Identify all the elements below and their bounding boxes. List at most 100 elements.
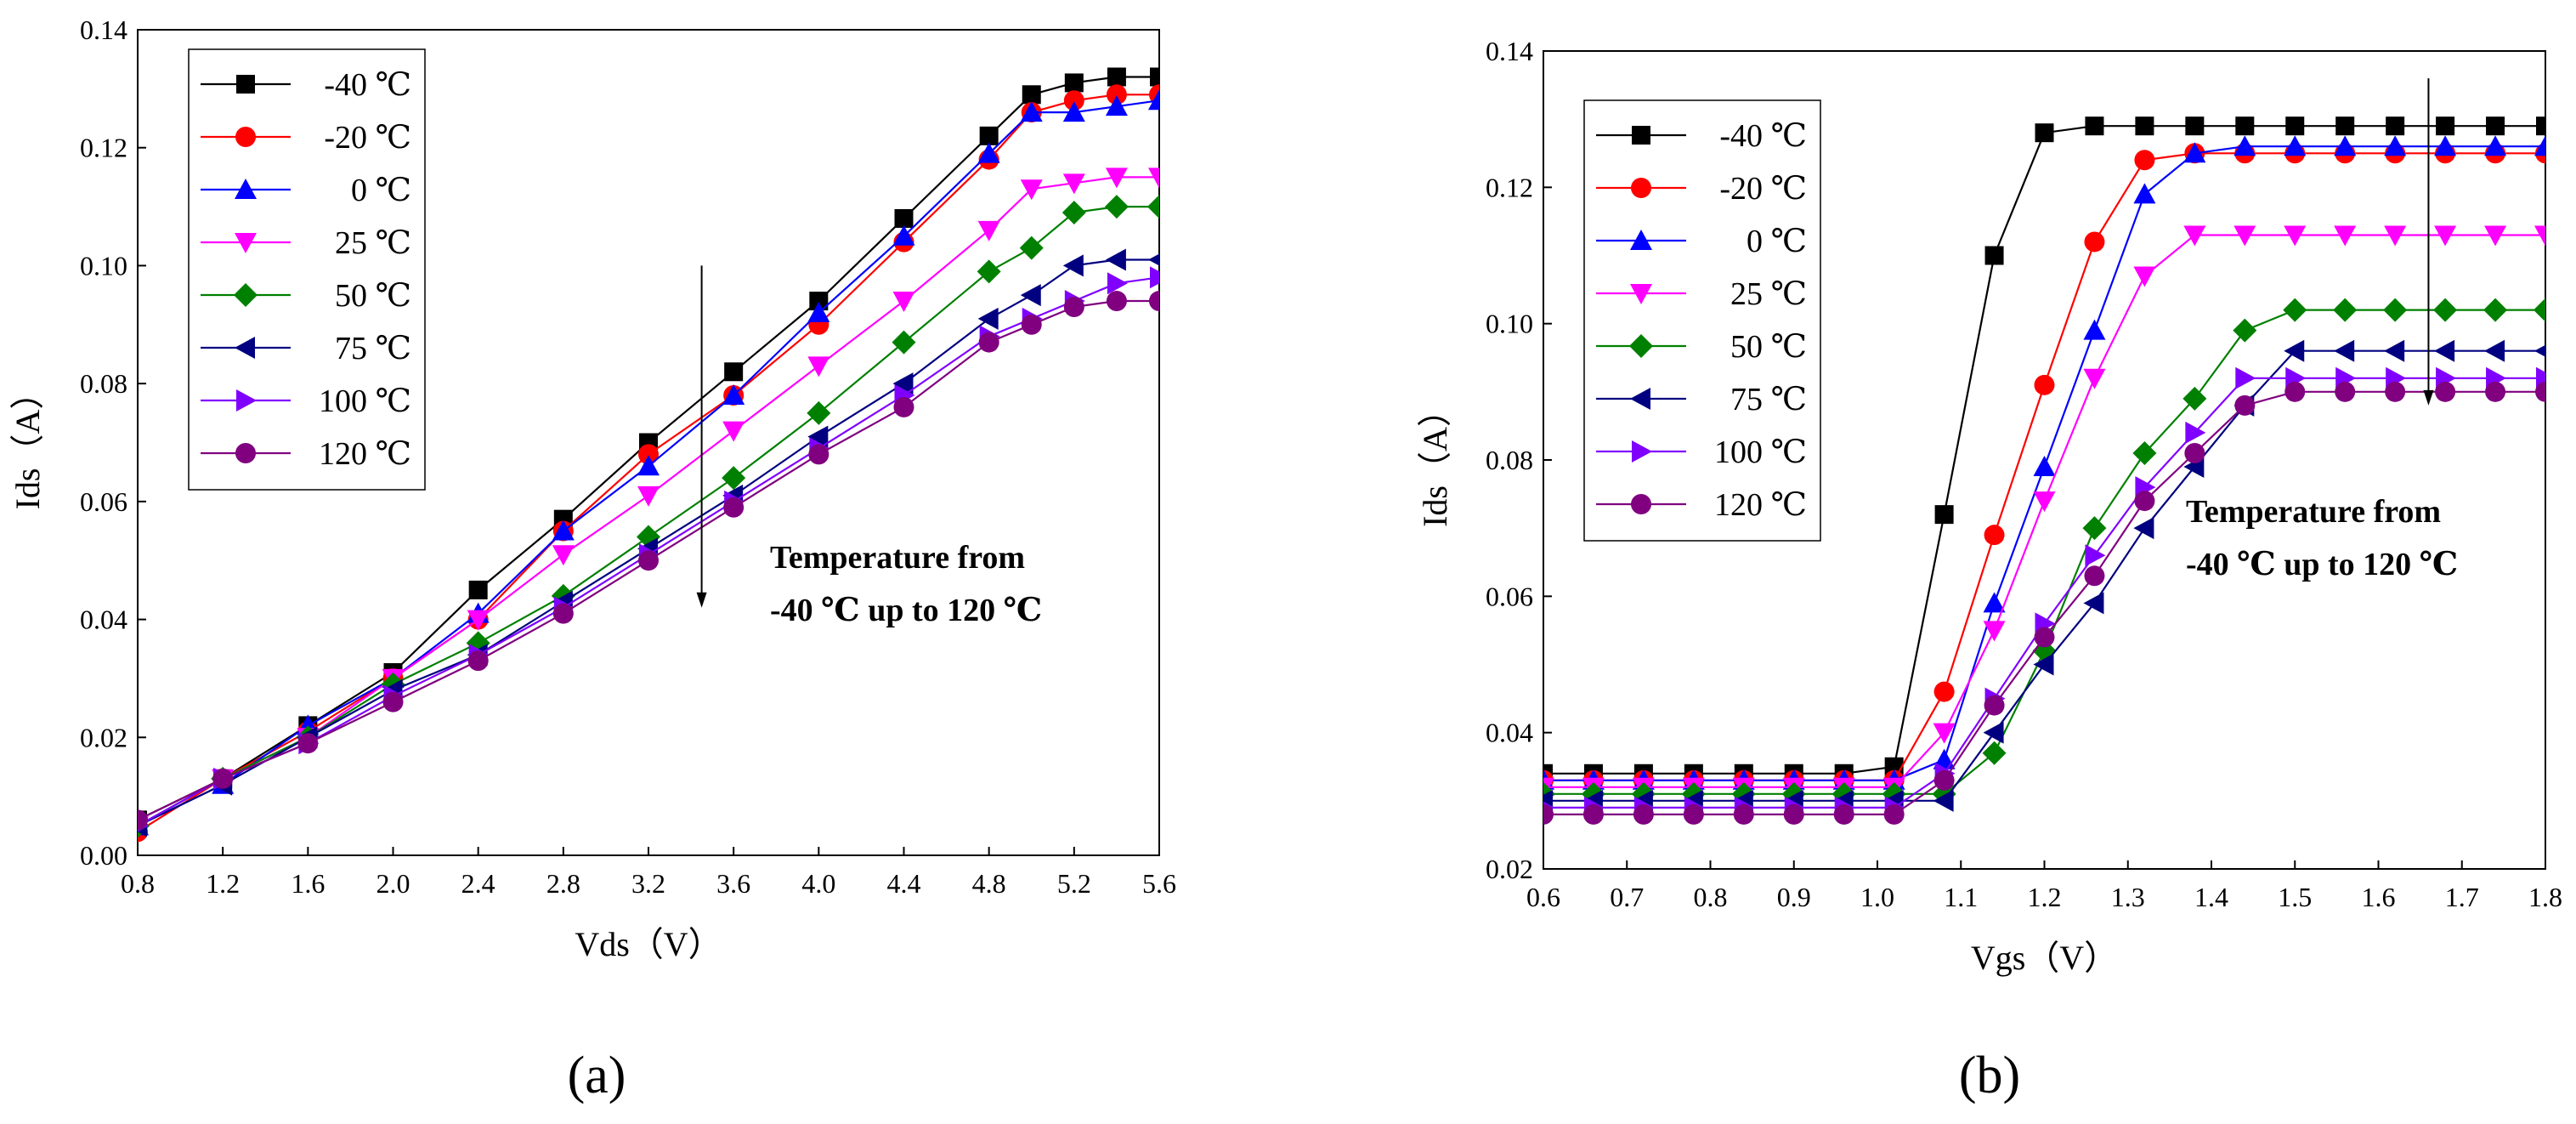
data-point bbox=[723, 497, 744, 518]
data-point bbox=[894, 208, 914, 228]
data-point bbox=[2283, 298, 2307, 322]
legend-label: 25 ℃ bbox=[1730, 276, 1807, 312]
data-point bbox=[1733, 803, 1754, 825]
data-point bbox=[1934, 505, 1954, 525]
x-tick-label: 2.0 bbox=[376, 868, 410, 899]
data-point bbox=[808, 444, 829, 465]
x-tick-label: 2.8 bbox=[546, 868, 580, 899]
data-point bbox=[2183, 386, 2207, 411]
data-point bbox=[297, 733, 319, 754]
data-point bbox=[467, 610, 490, 631]
legend-label: 0 ℃ bbox=[1747, 224, 1807, 259]
x-tick-label: 0.9 bbox=[1777, 882, 1811, 912]
data-point bbox=[2133, 266, 2156, 287]
data-point bbox=[2033, 491, 2056, 513]
x-tick-label: 1.2 bbox=[206, 868, 240, 899]
data-point bbox=[2436, 116, 2455, 136]
x-tick-label: 1.0 bbox=[1860, 882, 1894, 912]
data-point bbox=[2135, 116, 2154, 136]
data-point bbox=[977, 220, 1000, 241]
data-point bbox=[2284, 225, 2307, 247]
data-point bbox=[2233, 225, 2256, 247]
x-tick-label: 3.2 bbox=[631, 868, 665, 899]
legend-label: 120 ℃ bbox=[319, 436, 411, 472]
y-tick-label: 0.10 bbox=[1486, 309, 1533, 339]
data-point bbox=[2185, 116, 2205, 136]
y-tick-label: 0.12 bbox=[80, 133, 127, 163]
data-point bbox=[1020, 284, 1041, 307]
data-point bbox=[722, 421, 745, 442]
data-point bbox=[1933, 769, 1955, 791]
data-point bbox=[637, 485, 660, 507]
chart-b: 0.6 0.7 0.8 0.9 1.0 1.1 1.2 1.3 1.4 1.5 1.6 1.7 1.8 0… bbox=[1416, 36, 2562, 977]
data-point bbox=[2183, 142, 2206, 163]
legend-label: -40 ℃ bbox=[324, 67, 411, 103]
y-tick-label: 0.06 bbox=[1486, 581, 1533, 611]
data-point bbox=[2184, 442, 2205, 463]
data-point bbox=[2285, 116, 2305, 136]
y-tick-label: 0.02 bbox=[80, 722, 127, 752]
data-point bbox=[2334, 225, 2357, 247]
data-point bbox=[2434, 339, 2455, 362]
annotation-line: -40 ℃ up to 120 ℃ bbox=[2186, 547, 2458, 582]
data-point bbox=[1633, 803, 1654, 825]
x-tick-label: 1.4 bbox=[2194, 882, 2228, 912]
data-point bbox=[1982, 741, 2007, 765]
data-point bbox=[1105, 95, 1128, 116]
x-tick-label: 0.8 bbox=[1694, 882, 1728, 912]
data-point bbox=[1582, 803, 1604, 825]
legend-label: 0 ℃ bbox=[351, 173, 411, 208]
data-point bbox=[2433, 298, 2458, 322]
data-point bbox=[2434, 135, 2457, 156]
data-point bbox=[2083, 319, 2106, 340]
data-point bbox=[1022, 85, 1041, 105]
legend-marker bbox=[1629, 334, 1653, 358]
data-point bbox=[892, 292, 915, 313]
series-group bbox=[1543, 116, 2545, 825]
legend-label: 50 ℃ bbox=[335, 278, 411, 314]
data-point bbox=[1984, 695, 2005, 716]
data-point bbox=[2335, 116, 2355, 136]
data-point bbox=[2335, 381, 2356, 402]
data-point bbox=[1833, 803, 1854, 825]
x-tick-label: 0.7 bbox=[1610, 882, 1644, 912]
data-point bbox=[807, 301, 830, 322]
data-point bbox=[2235, 366, 2256, 389]
data-point bbox=[2034, 374, 2055, 395]
data-point bbox=[468, 580, 488, 599]
legend-marker bbox=[235, 127, 256, 147]
legend-label: -40 ℃ bbox=[1719, 118, 1807, 154]
x-tick-label: 4.0 bbox=[801, 868, 835, 899]
data-point bbox=[2483, 298, 2508, 322]
data-point bbox=[2133, 517, 2154, 540]
x-tick-label: 2.4 bbox=[461, 868, 495, 899]
data-point bbox=[1105, 167, 1128, 189]
data-point bbox=[2486, 116, 2505, 136]
data-point bbox=[2033, 653, 2054, 676]
data-point bbox=[722, 466, 746, 491]
series-group bbox=[138, 67, 1159, 843]
data-point bbox=[2384, 225, 2407, 247]
legend-marker bbox=[1632, 440, 1652, 463]
data-point bbox=[2534, 225, 2545, 247]
data-point bbox=[2386, 116, 2405, 136]
data-point bbox=[1063, 90, 1084, 111]
data-point bbox=[1149, 291, 1159, 312]
data-point bbox=[2085, 116, 2104, 136]
data-point bbox=[2284, 135, 2307, 156]
data-point bbox=[2535, 381, 2545, 402]
data-point bbox=[1062, 173, 1085, 195]
data-point bbox=[892, 372, 914, 395]
data-point bbox=[2284, 381, 2306, 402]
data-point bbox=[979, 126, 999, 145]
data-point bbox=[552, 603, 574, 624]
data-point bbox=[1983, 592, 2006, 613]
y-tick-label: 0.06 bbox=[80, 486, 127, 517]
data-point bbox=[724, 362, 744, 382]
data-point bbox=[1783, 803, 1804, 825]
data-point bbox=[1983, 621, 2006, 642]
data-point bbox=[1063, 296, 1084, 317]
data-point bbox=[1062, 254, 1084, 277]
data-point bbox=[637, 455, 660, 476]
x-tick-label: 1.1 bbox=[1944, 882, 1978, 912]
